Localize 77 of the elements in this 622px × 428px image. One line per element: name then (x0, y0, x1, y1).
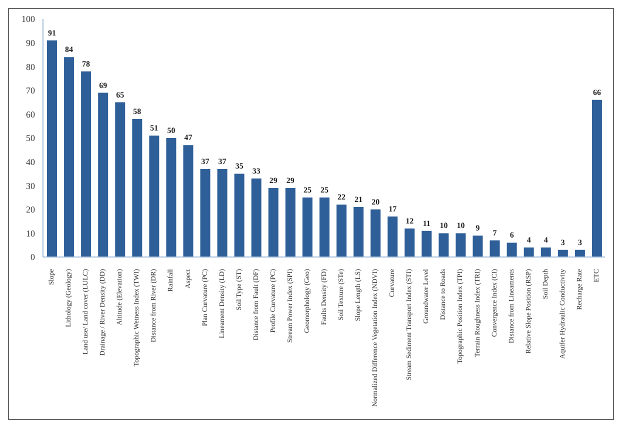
data-label: 11 (422, 218, 430, 228)
bar (200, 168, 210, 257)
data-label: 3 (560, 238, 565, 247)
bar (217, 168, 228, 257)
data-label: 3 (578, 238, 582, 247)
data-label: 17 (388, 204, 397, 214)
data-label: 25 (320, 186, 328, 194)
data-label: 25 (303, 186, 312, 194)
data-label: 22 (338, 192, 346, 202)
data-label: 37 (218, 156, 226, 166)
data-label: 10 (456, 221, 465, 230)
data-label: 20 (372, 197, 380, 206)
y-tick-label: 50 (26, 133, 36, 144)
bar (149, 136, 160, 257)
bar (234, 174, 244, 257)
bar (388, 216, 398, 257)
data-label: 7 (492, 228, 497, 238)
bar (456, 233, 466, 257)
bar (166, 138, 176, 257)
data-label: 91 (48, 28, 56, 38)
y-tick-label: 30 (26, 180, 36, 191)
y-tick-label: 100 (22, 14, 36, 24)
data-label: 69 (99, 80, 108, 90)
y-tick-label: 40 (26, 156, 36, 167)
y-tick-label: 10 (26, 228, 36, 238)
bar (506, 242, 517, 257)
bar (404, 228, 415, 257)
data-label: 51 (150, 124, 158, 133)
y-tick-label: 0 (30, 252, 36, 262)
bar (558, 250, 568, 257)
data-label: 58 (133, 106, 142, 116)
bar (472, 236, 483, 257)
bar (47, 40, 57, 257)
data-label: 6 (510, 230, 514, 240)
y-tick-label: 70 (26, 86, 36, 96)
bar (251, 178, 262, 257)
bar (183, 145, 194, 257)
bar (319, 198, 330, 257)
bar (81, 71, 92, 257)
data-label: 4 (544, 235, 548, 244)
data-label: 50 (167, 126, 176, 135)
bar (132, 118, 142, 257)
data-label: 4 (526, 235, 531, 244)
bar (370, 209, 381, 257)
y-tick-label: 20 (26, 204, 36, 215)
bar (336, 204, 347, 257)
data-label: 47 (184, 133, 192, 142)
bar (285, 188, 296, 257)
data-label: 33 (252, 166, 260, 176)
data-label: 35 (235, 162, 244, 171)
data-label: 29 (286, 176, 294, 185)
data-label: 9 (476, 224, 480, 233)
bar (438, 233, 449, 257)
bar (354, 207, 364, 257)
data-label: 66 (592, 88, 601, 97)
data-label: 10 (440, 221, 448, 230)
bar (540, 247, 551, 257)
y-tick-label: 80 (26, 62, 36, 72)
bar (490, 240, 500, 257)
data-label: 65 (116, 90, 124, 100)
bar (268, 188, 278, 257)
data-label: 21 (354, 195, 363, 204)
data-label: 78 (82, 59, 90, 68)
bar (302, 198, 312, 257)
bar (98, 92, 108, 257)
y-tick-label: 60 (26, 109, 36, 120)
data-label: 84 (65, 45, 74, 54)
y-tick-label: 90 (26, 38, 36, 48)
data-label: 37 (201, 156, 210, 166)
bar (574, 250, 585, 257)
bar (592, 100, 602, 257)
bar (422, 230, 432, 257)
data-label: 12 (406, 216, 414, 226)
bar (64, 57, 74, 257)
bar (115, 102, 126, 257)
data-label: 29 (269, 176, 278, 185)
bar (524, 247, 534, 257)
